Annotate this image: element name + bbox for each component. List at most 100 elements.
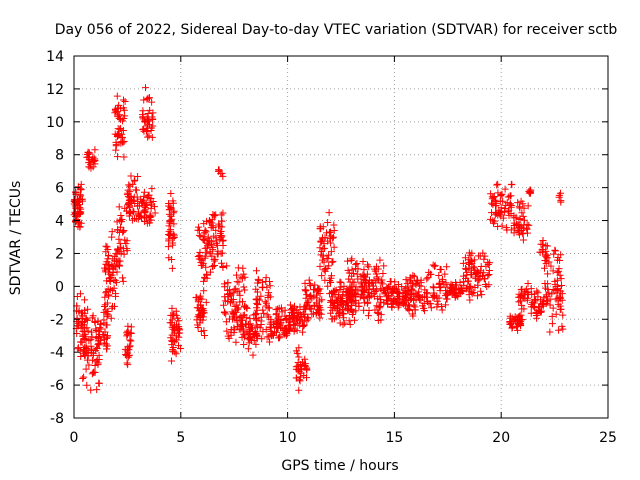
data-point — [111, 302, 118, 310]
data-point — [517, 197, 525, 205]
data-point — [106, 278, 114, 286]
data-point — [81, 296, 89, 304]
data-point — [221, 308, 229, 316]
data-point — [475, 269, 483, 277]
data-point — [73, 199, 81, 207]
data-point — [285, 318, 293, 326]
data-point — [77, 209, 85, 217]
data-point — [110, 284, 118, 292]
data-point — [242, 303, 250, 311]
data-point — [209, 262, 217, 270]
data-point — [84, 352, 92, 360]
data-point — [364, 312, 372, 320]
data-point — [170, 232, 178, 240]
y-tick-label: 12 — [46, 82, 64, 98]
data-point — [194, 304, 202, 312]
data-point — [144, 94, 152, 102]
data-point — [443, 295, 451, 303]
data-point — [497, 204, 505, 212]
data-point — [467, 271, 475, 279]
data-point — [549, 267, 557, 275]
data-point — [558, 282, 566, 290]
data-point — [491, 217, 499, 225]
data-point — [491, 196, 499, 204]
data-point — [433, 303, 441, 311]
data-point — [103, 243, 111, 251]
data-point — [126, 182, 134, 190]
y-tick-label: -6 — [50, 378, 64, 394]
data-point — [100, 316, 108, 324]
data-point — [113, 92, 121, 100]
data-point — [239, 274, 247, 282]
data-point — [87, 336, 95, 344]
x-tick-label: 25 — [599, 430, 617, 446]
data-point — [208, 252, 216, 260]
data-point — [140, 188, 148, 196]
data-point — [113, 218, 121, 226]
data-point — [108, 233, 116, 241]
data-point — [101, 301, 109, 309]
data-point — [520, 204, 528, 212]
data-point — [409, 282, 417, 290]
data-point — [474, 281, 482, 289]
data-point — [539, 246, 547, 254]
data-point — [435, 272, 443, 280]
data-point — [169, 344, 177, 352]
data-point — [525, 187, 533, 195]
data-point — [373, 309, 381, 317]
data-point — [80, 334, 88, 342]
data-point — [218, 259, 226, 267]
data-point — [300, 322, 308, 330]
data-point — [348, 282, 356, 290]
data-point — [259, 278, 267, 286]
data-point — [330, 226, 338, 234]
data-point — [436, 284, 444, 292]
x-tick-label: 20 — [492, 430, 510, 446]
data-point — [373, 273, 381, 281]
data-point — [136, 213, 144, 221]
data-point — [147, 194, 155, 202]
data-point — [119, 245, 127, 253]
data-point — [199, 259, 207, 267]
data-point — [460, 272, 468, 280]
data-point — [124, 349, 132, 357]
data-point — [510, 229, 518, 237]
data-point — [265, 278, 273, 286]
data-point — [108, 271, 116, 279]
data-point — [558, 290, 566, 298]
data-point — [419, 304, 427, 312]
data-point — [553, 276, 561, 284]
data-point — [546, 328, 554, 336]
x-tick-label: 5 — [176, 430, 185, 446]
x-tick-label: 10 — [279, 430, 297, 446]
data-point — [328, 315, 336, 323]
data-point — [447, 280, 455, 288]
data-point — [325, 209, 333, 217]
data-point — [383, 283, 391, 291]
data-point — [361, 299, 369, 307]
data-point — [220, 280, 228, 288]
data-point — [74, 344, 82, 352]
data-point — [124, 343, 132, 351]
data-point — [207, 241, 215, 249]
data-point — [332, 313, 340, 321]
data-point — [406, 290, 414, 298]
data-point — [518, 291, 526, 299]
data-point — [326, 235, 334, 243]
data-point — [518, 305, 526, 313]
data-point — [274, 324, 282, 332]
data-point — [329, 257, 337, 265]
data-point — [115, 101, 123, 109]
data-point — [380, 299, 388, 307]
data-point — [117, 124, 125, 132]
data-point — [553, 283, 561, 291]
y-axis-label: SDTVAR / TECUs — [8, 181, 24, 296]
data-point — [376, 256, 384, 264]
data-point — [295, 366, 303, 374]
data-point — [523, 221, 531, 229]
data-point — [299, 328, 307, 336]
data-point — [360, 275, 368, 283]
data-point — [316, 225, 324, 233]
data-point — [317, 238, 325, 246]
data-point — [95, 355, 103, 363]
